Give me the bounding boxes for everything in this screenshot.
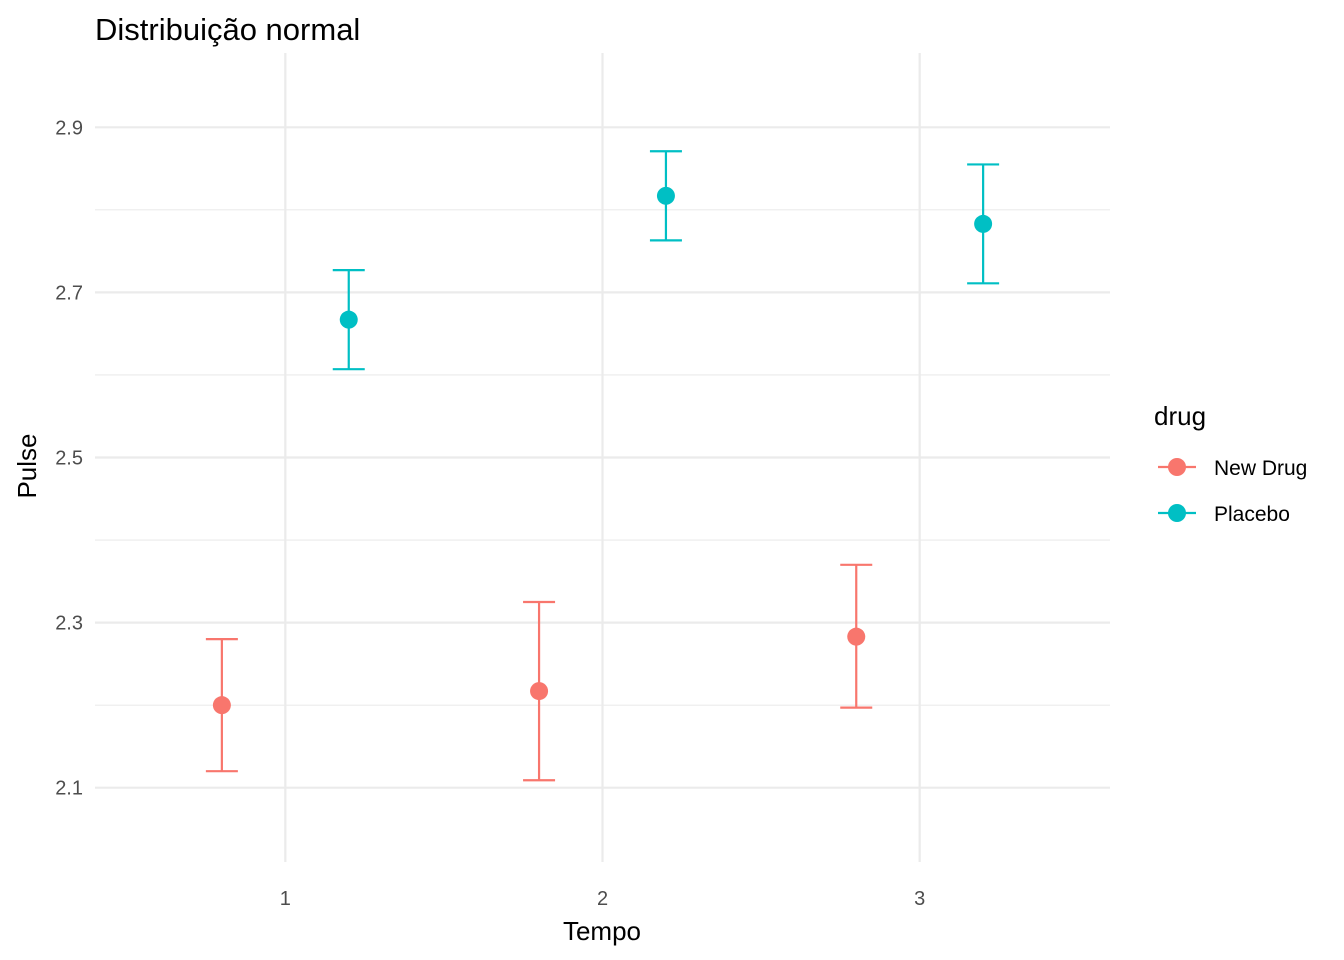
x-tick-label: 1: [280, 888, 291, 910]
chart-title: Distribuição normal: [95, 12, 360, 47]
y-axis-title: Pulse: [12, 433, 42, 498]
data-point: [212, 696, 231, 715]
x-tick-label: 3: [914, 888, 925, 910]
errorbar-point: [967, 163, 1000, 285]
y-axis-ticks: 2.1 2.3 2.5 2.7 2.9: [55, 117, 83, 799]
legend-label: Placebo: [1214, 503, 1290, 526]
y-tick-label: 2.7: [55, 282, 83, 304]
x-axis-title: Tempo: [563, 916, 641, 946]
legend-title: drug: [1154, 401, 1206, 431]
grid: [95, 53, 1110, 862]
data-point: [339, 310, 358, 329]
y-tick-label: 2.1: [55, 778, 83, 800]
legend: drug New Drug Placebo: [1154, 401, 1307, 526]
y-tick-label: 2.5: [55, 448, 83, 470]
plot-marks: [205, 150, 1000, 782]
data-point: [974, 214, 993, 233]
y-tick-label: 2.9: [55, 117, 83, 139]
errorbar-point: [523, 600, 556, 782]
data-point: [847, 627, 866, 646]
x-axis-ticks: 1 2 3: [280, 888, 926, 910]
errorbar-point: [649, 150, 682, 242]
legend-key-point: [1168, 504, 1186, 522]
legend-label: New Drug: [1214, 457, 1307, 480]
y-tick-label: 2.3: [55, 613, 83, 635]
x-tick-label: 2: [597, 888, 608, 910]
legend-item: Placebo: [1158, 503, 1290, 526]
errorbar-point: [840, 563, 873, 709]
legend-item: New Drug: [1158, 457, 1307, 480]
data-point: [656, 186, 675, 205]
errorbar-point: [205, 638, 238, 773]
errorbar-point: [332, 269, 365, 371]
legend-key-point: [1168, 458, 1186, 476]
data-point: [530, 682, 549, 701]
